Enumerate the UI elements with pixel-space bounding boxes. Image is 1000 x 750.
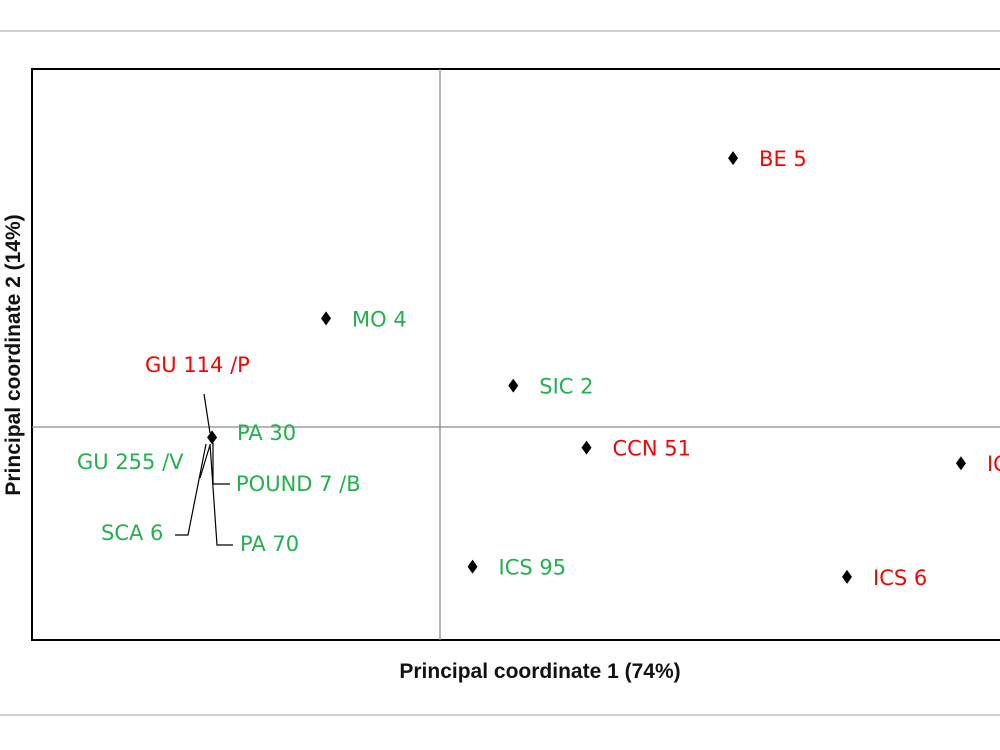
point-label-gu-114-p: GU 114 /P [145, 353, 250, 377]
y-axis-label: Principal coordinate 2 (14%) [2, 214, 25, 495]
x-axis-label: Principal coordinate 1 (74%) [399, 660, 680, 683]
point-marker-ccn-51 [581, 440, 592, 455]
point-label-pa-30: PA 30 [237, 421, 296, 445]
top-border-line [0, 30, 1000, 32]
point-label-gu-255-v: GU 255 /V [77, 450, 184, 474]
leader-line-sca-6 [175, 443, 207, 536]
point-label-ics-95: ICS 95 [499, 556, 567, 580]
point-marker-ics-95 [467, 559, 478, 574]
point-marker-ic [955, 456, 966, 471]
leader-line-pound-7-b [212, 443, 230, 485]
point-label-be-5: BE 5 [759, 147, 807, 171]
leader-line-gu-255-v [199, 444, 211, 479]
bottom-border-line [0, 714, 1000, 716]
leader-line-pa-70 [209, 443, 233, 546]
point-marker-gu-114-p [207, 430, 218, 445]
point-label-pound-7-b: POUND 7 /B [236, 472, 361, 496]
point-marker-be-5 [728, 151, 739, 166]
point-marker-sic-2 [508, 378, 519, 393]
point-label-pa-70: PA 70 [240, 532, 299, 556]
point-label-ccn-51: CCN 51 [613, 437, 691, 461]
point-label-ic: IC [987, 452, 1000, 476]
point-marker-mo-4 [321, 311, 332, 326]
point-label-sca-6: SCA 6 [101, 521, 163, 545]
point-label-sic-2: SIC 2 [539, 375, 593, 399]
point-label-mo-4: MO 4 [352, 307, 407, 331]
leader-line-gu-114-p [203, 393, 211, 434]
point-marker-ics-6 [842, 569, 852, 584]
point-label-ics-6: ICS 6 [873, 566, 927, 590]
plot-area-border [31, 68, 1000, 641]
